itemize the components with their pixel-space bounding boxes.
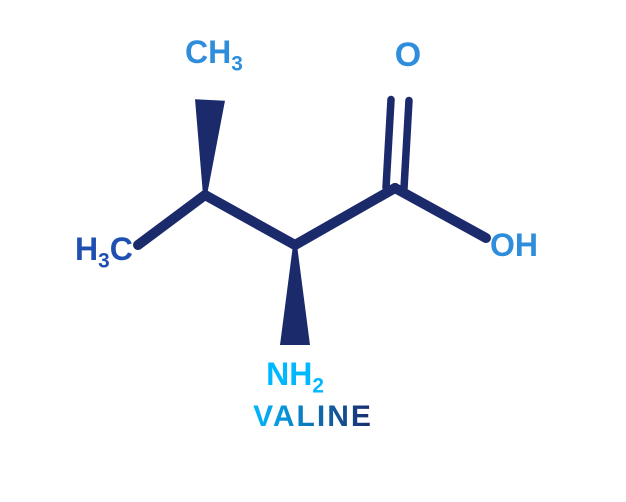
atom-label-h3c_left: H3C <box>75 233 133 265</box>
molecule-canvas: { "molecule": { "name": "VALINE", "title… <box>0 0 626 502</box>
atom-label-oh: OH <box>490 229 538 261</box>
molecule-title: VALINE <box>0 400 626 434</box>
atom-label-o_dbl: O <box>395 38 421 72</box>
molecule-title-text: VALINE <box>253 400 373 433</box>
atom-label-nh2: NH2 <box>266 358 324 390</box>
atom-label-ch3_top: CH3 <box>185 36 243 68</box>
